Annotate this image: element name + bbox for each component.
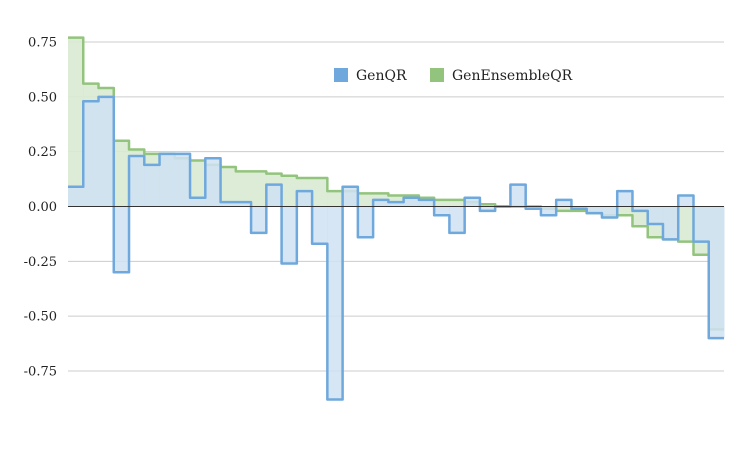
- step-area: [68, 186, 84, 207]
- step-area: [159, 153, 176, 207]
- step-area: [449, 206, 466, 233]
- step-area: [556, 206, 572, 211]
- step-area: [434, 206, 450, 216]
- step-area: [601, 206, 618, 218]
- step-area: [449, 199, 466, 207]
- step-area: [373, 199, 389, 207]
- legend-label-genensembleqr: GenEnsembleQR: [452, 68, 573, 84]
- step-area: [678, 206, 694, 242]
- step-area: [98, 96, 115, 207]
- step-area: [342, 186, 359, 207]
- legend: GenQR GenEnsembleQR: [334, 68, 573, 84]
- step-area: [174, 153, 191, 207]
- step-area: [617, 191, 633, 207]
- step-area: [190, 160, 206, 207]
- step-area: [357, 206, 374, 238]
- step-line: [68, 95, 724, 401]
- step-area: [693, 206, 710, 242]
- legend-swatch-genqr: [334, 68, 348, 82]
- step-area: [540, 206, 557, 216]
- step-area: [251, 171, 267, 207]
- y-tick-label: -0.25: [24, 255, 57, 270]
- step-area: [235, 202, 252, 207]
- step-area: [144, 164, 161, 207]
- step-area: [281, 206, 298, 264]
- step-area: [205, 158, 222, 207]
- grid-lines: [68, 41, 724, 372]
- step-area: [113, 140, 130, 207]
- y-axis-tick-labels: -0.75 -0.50 -0.25 0.00 0.25 0.50 0.75: [24, 36, 57, 380]
- step-area: [678, 195, 694, 207]
- y-tick-label: 0.50: [28, 90, 57, 105]
- step-area: [403, 197, 420, 207]
- y-tick-label: 0.75: [28, 36, 57, 51]
- y-tick-label: 0.25: [28, 145, 57, 160]
- y-tick-label: -0.75: [24, 365, 57, 380]
- step-area: [129, 156, 145, 207]
- step-area: [281, 175, 298, 207]
- series-genqr: [68, 95, 725, 401]
- legend-swatch-genensembleqr: [430, 68, 444, 82]
- step-area: [357, 193, 374, 207]
- step-area: [235, 171, 252, 207]
- step-area: [83, 101, 100, 207]
- step-area: [113, 206, 130, 273]
- step-area: [220, 167, 237, 207]
- series-areas: [68, 36, 725, 401]
- step-area: [327, 191, 344, 207]
- step-area: [464, 197, 481, 207]
- step-area: [266, 184, 283, 207]
- step-area: [327, 206, 344, 400]
- step-area: [479, 206, 496, 211]
- step-area: [312, 177, 328, 207]
- legend-label-genqr: GenQR: [356, 68, 407, 84]
- y-tick-label: -0.50: [24, 310, 57, 325]
- step-area: [510, 184, 527, 207]
- step-area: [434, 199, 450, 207]
- step-area: [388, 202, 405, 207]
- step-area: [632, 206, 649, 211]
- step-area: [68, 37, 84, 207]
- step-area: [220, 202, 237, 207]
- step-area: [586, 206, 603, 214]
- step-area: [251, 206, 267, 233]
- step-area: [418, 199, 435, 207]
- step-area: [556, 199, 572, 207]
- step-area: [190, 197, 206, 207]
- step-area: [312, 206, 328, 244]
- step-area: [708, 206, 725, 339]
- step-area: [617, 206, 633, 216]
- y-tick-label: 0.00: [28, 200, 57, 215]
- step-area: [647, 206, 664, 225]
- step-area: [296, 191, 313, 207]
- step-area: [662, 206, 679, 240]
